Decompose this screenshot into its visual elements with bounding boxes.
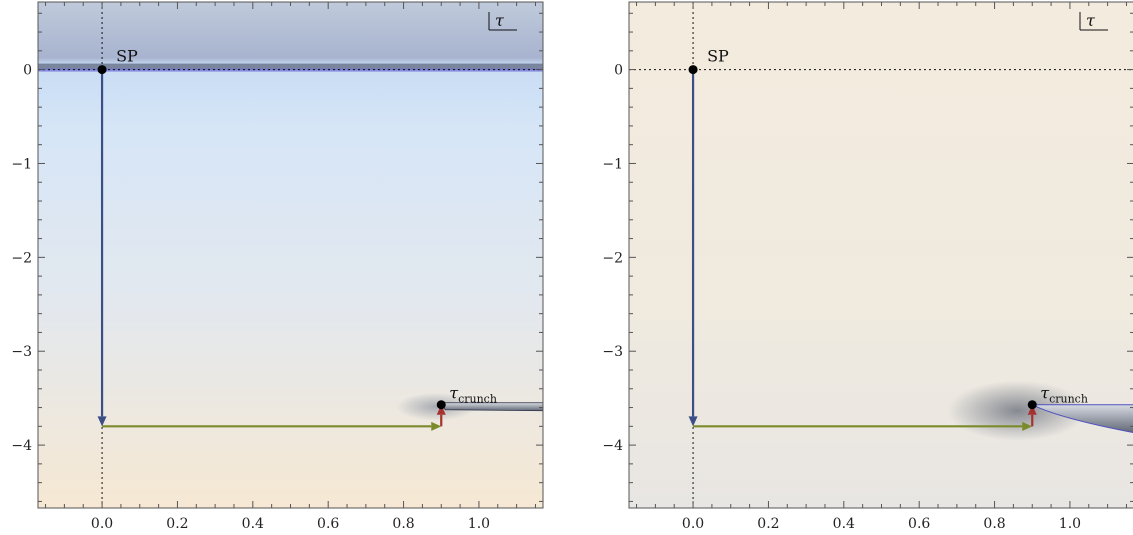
y-tick-label: −4 [11,438,32,454]
y-tick-label: −2 [11,250,32,266]
point-label-sp: SP [116,47,138,66]
point-label-crunch: τcrunch [1040,384,1088,406]
point-marker [436,400,446,410]
point-label-sub: crunch [1049,393,1088,406]
y-tick-label: −4 [602,438,623,454]
point-marker [97,65,107,75]
x-tick-label: 0.8 [983,516,1005,532]
path-arrow-head-3 [436,404,446,415]
point-marker [688,65,698,75]
x-tick-label: 0.2 [166,516,188,532]
corner-label: τ [1086,11,1096,30]
path-arrow-head-1 [688,416,698,427]
path-arrow-head-2 [431,421,442,431]
y-tick-label: −3 [602,344,623,360]
y-tick-label: −1 [11,156,32,172]
path-arrow-head-2 [1022,421,1033,431]
point-label-sp: SP [707,47,729,66]
x-tick-label: 0.6 [317,516,339,532]
x-tick-label: 0.0 [682,516,704,532]
x-tick-label: 0.8 [392,516,414,532]
point-marker [1027,400,1037,410]
corner-label: τ [495,11,505,30]
x-tick-label: 0.0 [91,516,113,532]
point-label-tau: τ [1040,384,1050,403]
path-arrow-head-1 [97,416,107,427]
x-tick-label: 0.4 [833,516,855,532]
y-tick-label: −1 [602,156,623,172]
singular-band-edge [38,68,543,72]
y-tick-label: −2 [602,250,623,266]
x-tick-label: 0.2 [757,516,779,532]
point-label-tau: τ [449,384,459,403]
x-tick-label: 1.0 [468,516,490,532]
plot-background [38,2,543,508]
y-tick-label: 0 [614,63,623,79]
x-tick-label: 0.4 [242,516,264,532]
point-label-sub: crunch [458,393,497,406]
x-tick-label: 1.0 [1059,516,1081,532]
point-label-crunch: τcrunch [449,384,497,406]
path-arrow-head-3 [1027,404,1037,415]
y-tick-label: 0 [23,63,32,79]
branch-cut [1032,404,1133,434]
y-tick-label: −3 [11,344,32,360]
x-tick-label: 0.6 [908,516,930,532]
singular-band [38,63,543,70]
crunch-shading [396,392,477,421]
